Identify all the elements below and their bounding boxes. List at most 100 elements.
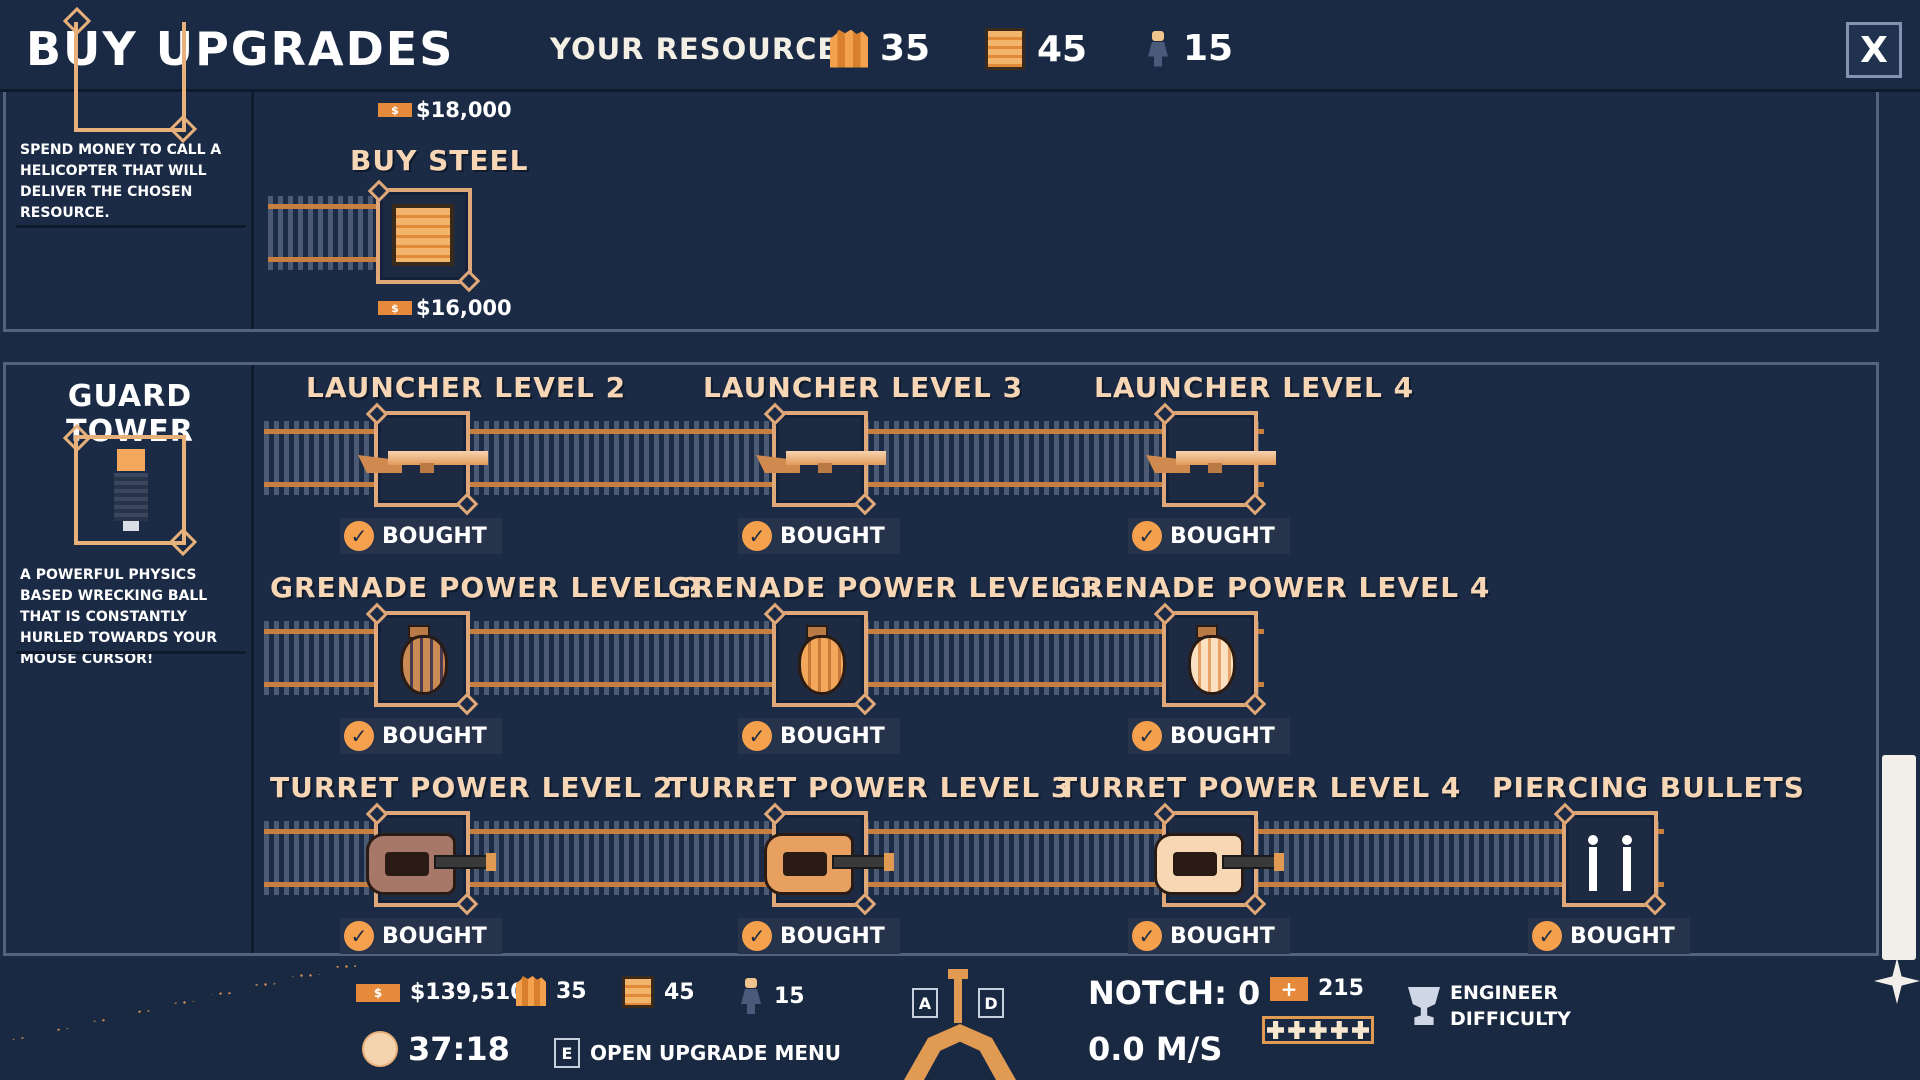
upgrade-title: GRENADE POWER LEVEL 4 xyxy=(1058,571,1491,604)
worker-count: 15 xyxy=(1183,28,1234,69)
checkmark-icon: ✓ xyxy=(742,721,772,751)
checkmark-icon: ✓ xyxy=(742,921,772,951)
price-value: $16,000 xyxy=(416,296,512,320)
resource-delivery-description: SPEND MONEY TO CALL A HELICOPTER THAT WI… xyxy=(20,142,222,221)
track xyxy=(264,821,1664,895)
key-a[interactable]: A xyxy=(912,988,938,1018)
trophy-icon xyxy=(1408,987,1440,1025)
checkmark-icon: ✓ xyxy=(1532,921,1562,951)
turret-icon xyxy=(1154,833,1244,895)
guard-tower-sidebar: GUARD TOWER A POWERFUL PHYSICS BASED WRE… xyxy=(6,365,254,953)
steel-resource: 45 xyxy=(985,28,1087,70)
checkmark-icon: ✓ xyxy=(1132,921,1162,951)
wood-icon xyxy=(830,29,868,68)
upgrade-title: GRENADE POWER LEVEL 2 xyxy=(270,571,703,604)
upgrade-title: TURRET POWER LEVEL 4 xyxy=(1058,771,1462,804)
turret-power-level-3-node[interactable] xyxy=(764,811,894,907)
checkmark-icon: ✓ xyxy=(1132,721,1162,751)
guard-tower-icon xyxy=(114,449,148,531)
launcher-level-4-node[interactable] xyxy=(1146,411,1276,507)
launcher-level-3-node[interactable] xyxy=(756,411,886,507)
header-bar: BUY UPGRADES YOUR RESOURCES 35 45 15 X xyxy=(0,0,1920,92)
difficulty-indicator: ENGINEER DIFFICULTY xyxy=(1408,980,1571,1032)
launcher-icon xyxy=(358,449,490,473)
bought-badge: ✓ BOUGHT xyxy=(1128,918,1290,954)
money-tag-icon: $ xyxy=(356,983,400,1002)
money-tag-icon: $ xyxy=(378,103,412,117)
hud-wood: 35 xyxy=(516,976,587,1006)
wood-icon xyxy=(516,976,546,1006)
health-bar xyxy=(1262,1016,1374,1044)
upgrade-title: PIERCING BULLETS xyxy=(1492,771,1805,804)
piercing-bullets-icon xyxy=(1562,811,1658,907)
bought-badge: ✓ BOUGHT xyxy=(340,518,502,554)
bought-badge: ✓ BOUGHT xyxy=(738,718,900,754)
buy-steel-node[interactable] xyxy=(376,188,472,284)
buy-steel-title: BUY STEEL xyxy=(350,144,529,177)
hud-workers: 15 xyxy=(738,978,805,1014)
close-button[interactable]: X xyxy=(1846,22,1902,78)
hud-steel: 45 xyxy=(622,976,695,1008)
upgrade-title: LAUNCHER LEVEL 4 xyxy=(1094,371,1415,404)
price-item-above: $ $18,000 xyxy=(378,98,512,122)
bought-badge: ✓ BOUGHT xyxy=(1128,518,1290,554)
steel-icon xyxy=(392,204,454,266)
price-value: $18,000 xyxy=(416,98,512,122)
resources-label: YOUR RESOURCES xyxy=(550,32,861,66)
grenade-icon xyxy=(798,635,846,695)
speed-readout: 0.0 M/S xyxy=(1088,1030,1223,1068)
wood-resource: 35 xyxy=(830,28,930,69)
notch-readout: NOTCH: 0 xyxy=(1088,974,1261,1012)
piercing-bullets-node[interactable] xyxy=(1562,811,1658,907)
launcher-level-2-node[interactable] xyxy=(358,411,488,507)
bought-badge: ✓ BOUGHT xyxy=(1528,918,1690,954)
turret-power-level-2-node[interactable] xyxy=(366,811,496,907)
grenade-power-level-4-node[interactable] xyxy=(1162,611,1258,707)
bought-badge: ✓ BOUGHT xyxy=(1128,718,1290,754)
steel-icon xyxy=(622,976,654,1008)
bought-badge: ✓ BOUGHT xyxy=(340,918,502,954)
hud-money: $ $139,510 xyxy=(356,980,526,1005)
track xyxy=(268,196,378,270)
grenade-icon xyxy=(1188,635,1236,695)
checkmark-icon: ✓ xyxy=(344,721,374,751)
upgrade-title: TURRET POWER LEVEL 3 xyxy=(668,771,1072,804)
grenade-icon xyxy=(400,635,448,695)
upgrade-title: GRENADE POWER LEVEL 3 xyxy=(668,571,1101,604)
scrollbar-thumb[interactable] xyxy=(1882,755,1916,960)
money-tag-icon: $ xyxy=(378,301,412,315)
health-icon: + xyxy=(1270,976,1308,1001)
helicopter-frame xyxy=(74,22,186,132)
grenade-power-level-3-node[interactable] xyxy=(772,611,868,707)
clock-icon xyxy=(362,1031,398,1067)
bought-badge: ✓ BOUGHT xyxy=(738,518,900,554)
open-upgrade-menu-hint[interactable]: E OPEN UPGRADE MENU xyxy=(554,1038,841,1068)
bought-badge: ✓ BOUGHT xyxy=(738,918,900,954)
upgrade-title: LAUNCHER LEVEL 3 xyxy=(703,371,1024,404)
launcher-icon xyxy=(756,449,888,473)
guard-tower-description: A POWERFUL PHYSICS BASED WRECKING BALL T… xyxy=(20,567,217,667)
checkmark-icon: ✓ xyxy=(344,521,374,551)
worker-icon xyxy=(1145,30,1171,67)
upgrade-title: LAUNCHER LEVEL 2 xyxy=(306,371,627,404)
launcher-icon xyxy=(1146,449,1278,473)
hud-health: + 215 xyxy=(1270,976,1364,1001)
guard-tower-frame xyxy=(74,435,186,545)
buy-steel-price: $ $16,000 xyxy=(378,296,512,320)
turret-power-level-4-node[interactable] xyxy=(1154,811,1284,907)
hud-timer: 37:18 xyxy=(362,1030,510,1068)
bought-badge: ✓ BOUGHT xyxy=(340,718,502,754)
worker-resource: 15 xyxy=(1145,28,1233,69)
key-e: E xyxy=(554,1038,580,1068)
wood-count: 35 xyxy=(880,28,931,69)
checkmark-icon: ✓ xyxy=(742,521,772,551)
key-d[interactable]: D xyxy=(978,988,1004,1018)
steel-icon xyxy=(985,28,1025,70)
grenade-power-level-2-node[interactable] xyxy=(374,611,470,707)
resource-delivery-panel: SPEND MONEY TO CALL A HELICOPTER THAT WI… xyxy=(3,22,1879,332)
steel-count: 45 xyxy=(1037,28,1088,70)
checkmark-icon: ✓ xyxy=(1132,521,1162,551)
guard-tower-panel: GUARD TOWER A POWERFUL PHYSICS BASED WRE… xyxy=(3,362,1879,956)
checkmark-icon: ✓ xyxy=(344,921,374,951)
resource-delivery-sidebar: SPEND MONEY TO CALL A HELICOPTER THAT WI… xyxy=(6,22,254,329)
